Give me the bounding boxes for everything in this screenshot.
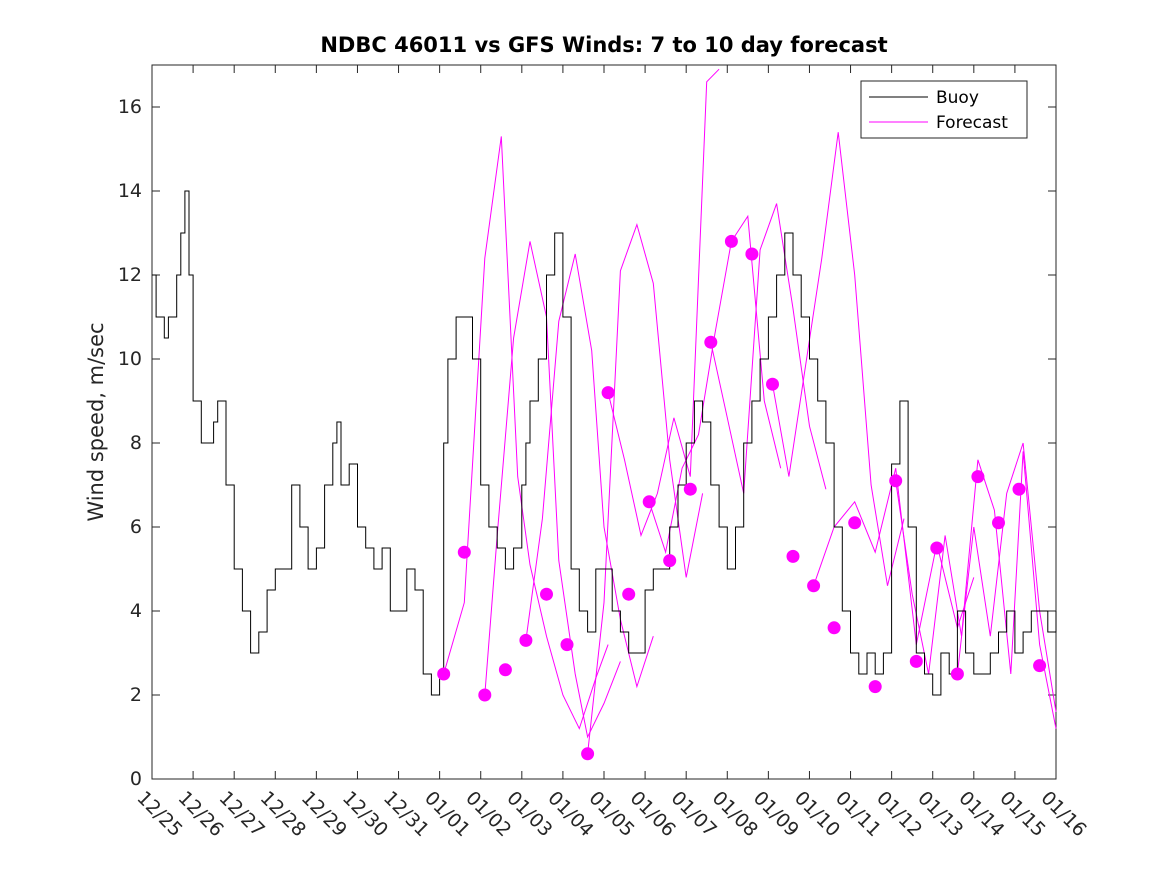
buoy-line xyxy=(152,190,1057,696)
forecast-run-line xyxy=(587,222,704,754)
y-axis: 0 2 4 6 8 10 12 14 16 xyxy=(118,96,1056,790)
forecast-point xyxy=(1012,482,1026,496)
y-tick-label: 16 xyxy=(118,96,142,118)
forecast-point xyxy=(889,474,903,488)
y-tick-label: 10 xyxy=(118,348,142,370)
forecast-point xyxy=(663,554,677,568)
forecast-point xyxy=(827,621,841,635)
forecast-run-line xyxy=(484,241,621,739)
y-tick-label: 0 xyxy=(130,768,142,790)
y-tick-label: 4 xyxy=(130,600,142,622)
forecast-point xyxy=(724,234,738,248)
forecast-run-line xyxy=(772,132,905,586)
forecast-run-line xyxy=(895,451,1057,729)
forecast-point xyxy=(642,495,656,509)
y-axis-label: Wind speed, m/sec xyxy=(84,322,108,521)
forecast-point xyxy=(848,516,862,530)
forecast-run-line xyxy=(813,468,975,645)
forecast-point xyxy=(766,377,779,391)
chart-title: NDBC 46011 vs GFS Winds: 7 to 10 day for… xyxy=(320,33,887,57)
forecast-run-line xyxy=(443,136,609,730)
legend-box xyxy=(860,80,1028,139)
forecast-run-line xyxy=(607,68,720,538)
forecast-run-line xyxy=(525,253,654,689)
forecast-point xyxy=(807,579,821,593)
y-tick-label: 14 xyxy=(118,180,142,202)
forecast-point xyxy=(581,747,595,761)
y-tick-label: 6 xyxy=(130,516,142,538)
buoy-series xyxy=(152,190,1057,696)
forecast-point xyxy=(786,549,800,563)
forecast-point xyxy=(622,587,636,601)
forecast-run-line xyxy=(648,214,782,555)
forecast-point xyxy=(478,688,492,702)
forecast-point xyxy=(683,482,697,496)
forecast-point xyxy=(868,680,882,694)
forecast-point xyxy=(1033,659,1047,673)
forecast-point xyxy=(971,470,985,484)
plot-area xyxy=(151,64,1057,780)
forecast-point xyxy=(909,654,923,668)
forecast-series xyxy=(443,68,1057,754)
forecast-point xyxy=(601,386,615,400)
legend-forecast-label: Forecast xyxy=(936,113,1008,133)
forecast-markers xyxy=(437,234,1047,761)
forecast-point xyxy=(498,663,512,677)
forecast-run-line xyxy=(710,203,827,494)
forecast-point xyxy=(704,335,718,349)
forecast-point xyxy=(560,638,574,652)
forecast-point xyxy=(457,545,471,559)
forecast-point xyxy=(992,516,1005,530)
legend: Buoy Forecast xyxy=(860,80,1028,139)
forecast-point xyxy=(437,667,451,681)
legend-buoy-label: Buoy xyxy=(936,88,979,108)
y-tick-label: 12 xyxy=(118,264,142,286)
forecast-point xyxy=(519,633,533,647)
forecast-point xyxy=(950,667,964,681)
y-tick-label: 8 xyxy=(130,432,142,454)
y-tick-label: 2 xyxy=(130,684,142,706)
forecast-point xyxy=(745,247,759,261)
forecast-point xyxy=(540,587,553,601)
forecast-point xyxy=(930,541,944,555)
